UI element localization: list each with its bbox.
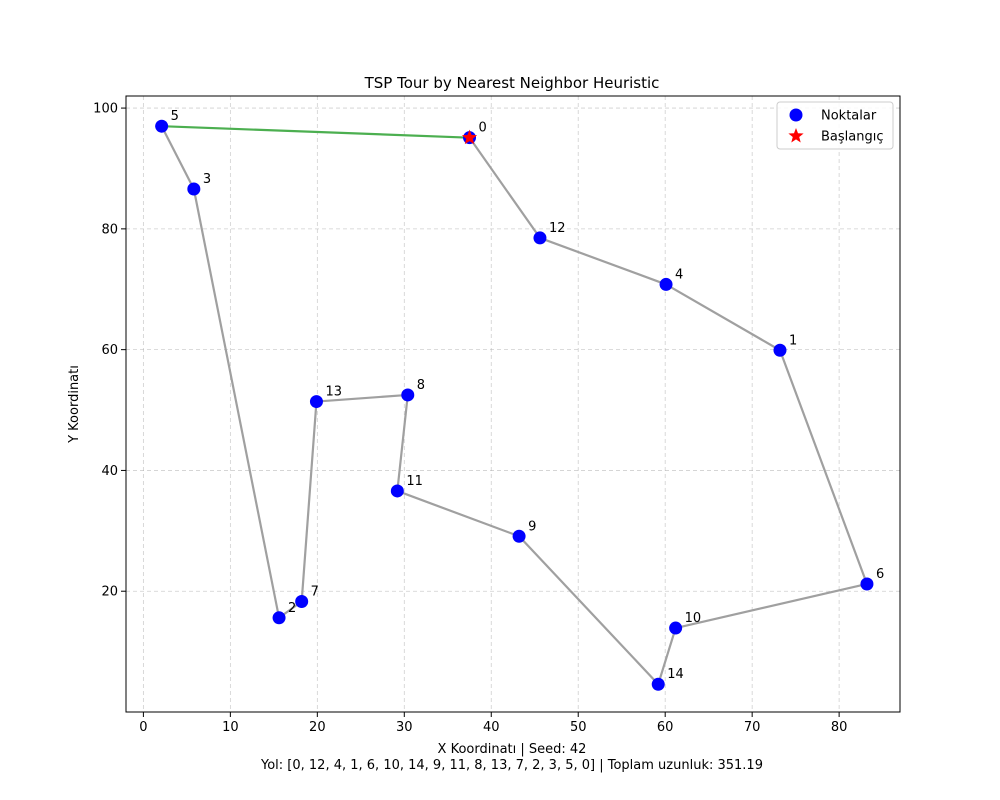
point-label: 12	[549, 221, 566, 236]
point-label: 0	[479, 121, 487, 136]
tour-edge	[778, 349, 869, 586]
point-label: 6	[876, 567, 884, 582]
point-marker	[390, 484, 404, 498]
point-label: 5	[171, 109, 179, 124]
point-marker	[651, 677, 665, 691]
point-label: 8	[417, 378, 425, 393]
legend-marker-start	[788, 128, 804, 143]
point-marker	[512, 529, 526, 543]
tour-edge	[657, 626, 677, 686]
point-label: 1	[789, 333, 797, 348]
tour-edge	[664, 283, 782, 352]
x-tick-label: 30	[396, 720, 413, 735]
point-marker	[155, 119, 169, 133]
point-label: 13	[325, 385, 342, 400]
tour-edge	[517, 535, 660, 686]
tour-edge	[396, 489, 521, 538]
tour-edge	[538, 236, 668, 286]
point-marker	[187, 182, 201, 196]
point-marker	[669, 621, 683, 635]
y-axis-label: Y Koordinatı	[67, 365, 82, 444]
legend-label: Başlangıç	[821, 130, 884, 145]
path-layer	[160, 125, 869, 686]
y-axis: 20 40 60 80 100	[93, 102, 126, 600]
grid	[126, 96, 900, 712]
plot-frame	[125, 95, 901, 713]
y-tick-label: 40	[101, 464, 118, 479]
points-layer	[155, 119, 874, 691]
point-label: 9	[528, 519, 536, 534]
point-marker	[401, 388, 415, 402]
point-marker	[659, 277, 673, 291]
x-tick-label: 0	[139, 720, 147, 735]
x-tick-label: 50	[570, 720, 587, 735]
x-tick-label: 20	[309, 720, 326, 735]
point-marker	[295, 594, 309, 608]
x-tick-label: 80	[831, 720, 848, 735]
y-tick-label: 20	[101, 585, 118, 600]
point-label: 3	[203, 172, 211, 187]
legend-box	[776, 101, 894, 150]
x-tick-label: 40	[483, 720, 500, 735]
point-label: 14	[667, 667, 684, 682]
point-marker	[309, 395, 323, 409]
tour-edge	[300, 400, 318, 603]
chart-title: TSP Tour by Nearest Neighbor Heuristic	[364, 74, 660, 92]
tour-edge	[315, 393, 409, 403]
y-tick-label: 100	[93, 102, 118, 117]
x-tick-label: 10	[222, 720, 239, 735]
point-label: 7	[311, 584, 319, 599]
point-label: 10	[685, 611, 702, 626]
point-label: 2	[288, 601, 296, 616]
x-axis-label: X Koordinatı | Seed: 42	[438, 742, 587, 757]
x-tick-label: 60	[657, 720, 674, 735]
point-marker	[272, 611, 286, 625]
tour-edge	[468, 136, 542, 240]
legend-marker-points	[789, 108, 803, 122]
point-label: 11	[406, 474, 423, 489]
y-tick-label: 60	[101, 343, 118, 358]
x-axis-label-line2: Yol: [0, 12, 4, 1, 6, 10, 14, 9, 11, 8, …	[260, 758, 763, 773]
start-marker	[461, 129, 478, 145]
x-axis: 0 10 20 30 40 50 60 70 80	[139, 712, 847, 735]
point-marker	[860, 577, 874, 591]
tour-edge	[396, 393, 409, 493]
tour-edge	[160, 125, 195, 191]
point-marker	[533, 231, 547, 245]
point-marker	[773, 343, 787, 357]
tour-edge	[674, 582, 869, 630]
legend: Noktalar Başlangıç	[776, 101, 894, 150]
x-tick-label: 70	[744, 720, 761, 735]
closing-edge	[160, 125, 471, 139]
legend-label: Noktalar	[821, 109, 877, 124]
tour-edge	[192, 187, 281, 619]
y-tick-label: 80	[101, 222, 118, 237]
point-label: 4	[675, 267, 683, 282]
